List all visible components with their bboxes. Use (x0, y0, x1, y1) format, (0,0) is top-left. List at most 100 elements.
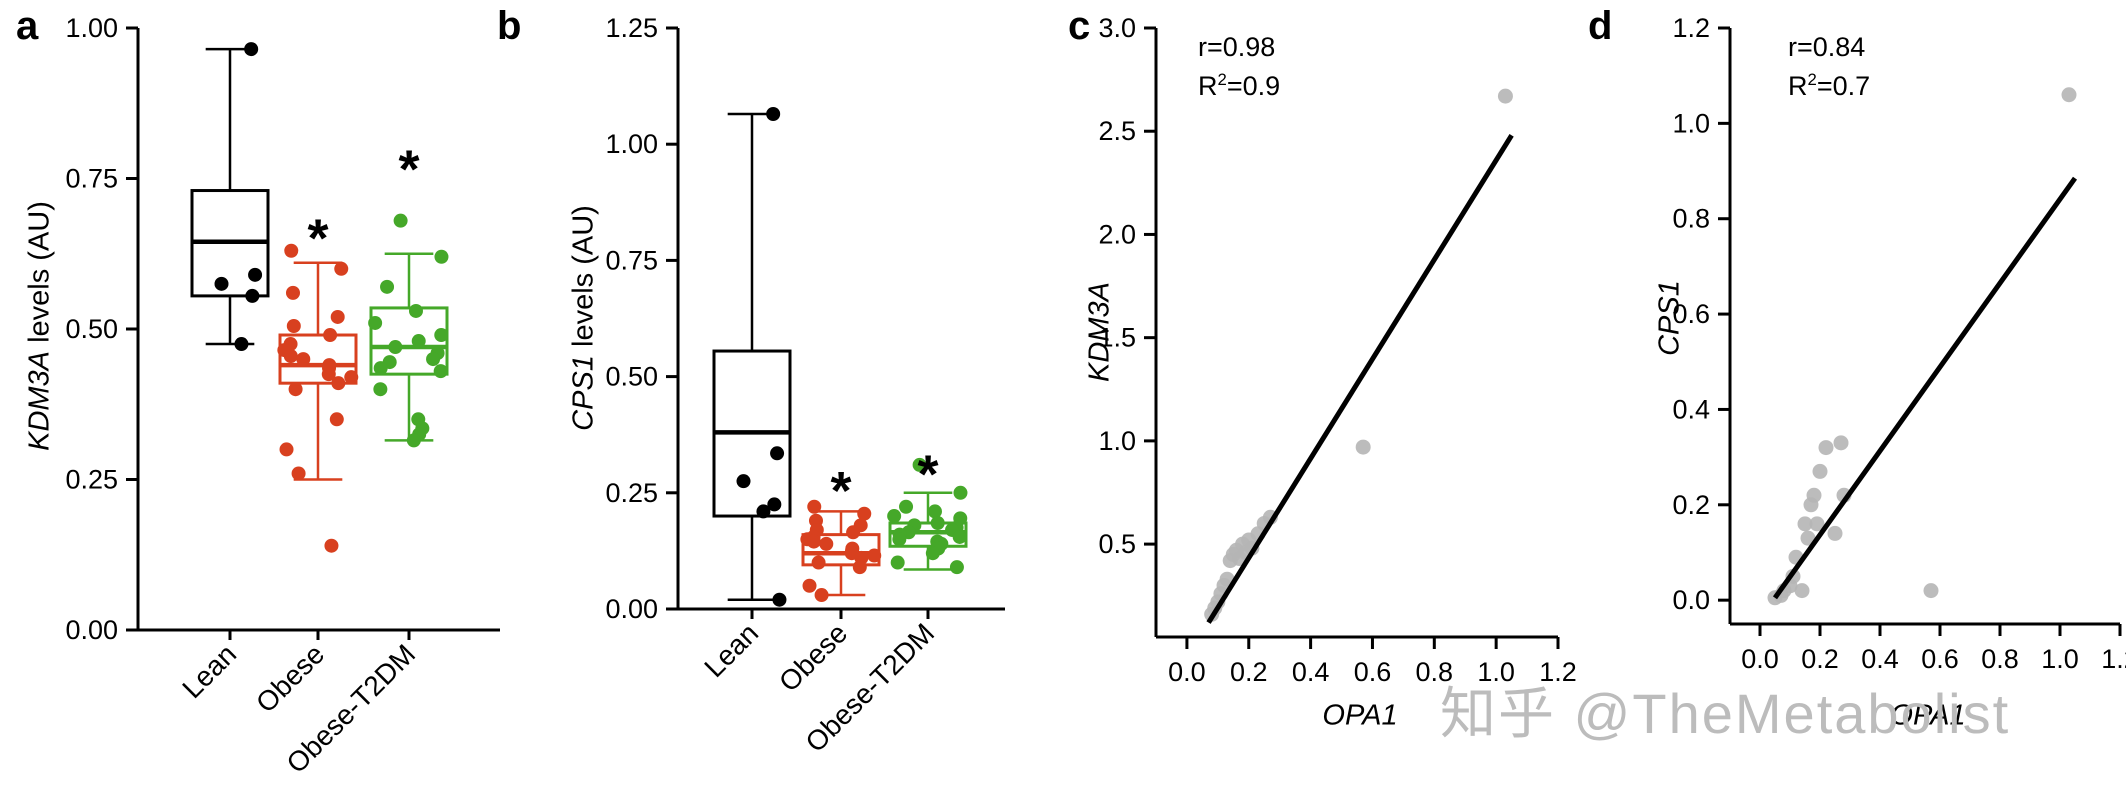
data-point (214, 276, 229, 291)
r-value: r=0.84 (1788, 32, 1866, 62)
gene-name-italic: KDM3A (23, 350, 56, 451)
data-point (286, 318, 301, 333)
x-tick-label: 0.2 (1801, 644, 1839, 674)
data-point (766, 106, 781, 121)
x-axis-label-opa1-c: OPA1 (1322, 700, 1397, 733)
x-tick-label: 0.0 (1741, 644, 1779, 674)
data-point (953, 485, 968, 500)
data-point (245, 288, 260, 303)
data-point (927, 504, 942, 519)
gene-name-italic: KDM3A (1083, 282, 1116, 382)
data-point (244, 42, 259, 57)
data-point (930, 516, 945, 531)
r-value: r=0.98 (1198, 32, 1276, 62)
x-tick-label: 0.8 (1416, 657, 1454, 687)
data-point (925, 546, 940, 561)
data-point (434, 328, 449, 343)
data-point (288, 382, 303, 397)
data-point (814, 588, 829, 603)
data-point (344, 370, 359, 385)
y-tick-label: 0.50 (65, 314, 118, 344)
data-point (1833, 435, 1849, 451)
category-label: Obese (773, 617, 853, 697)
data-point (890, 555, 905, 570)
y-tick-label: 0.8 (1672, 204, 1710, 234)
boxplot-panel-b: 0.000.250.500.751.001.25Lean*Obese*Obese… (605, 13, 1005, 758)
watermark: 知乎 @TheMetabolist (1440, 682, 2011, 745)
y-tick-label: 0.6 (1672, 299, 1710, 329)
data-point (388, 340, 403, 355)
data-point (1797, 516, 1813, 532)
data-point (2061, 87, 2077, 103)
data-point (1794, 583, 1810, 599)
data-point (1806, 487, 1822, 503)
data-point (296, 352, 311, 367)
data-point (1812, 463, 1828, 479)
panel-letter-b: b (497, 4, 522, 48)
scatter-panel-c: 0.5 1.0 1.5 2.0 2.5 3.0 0.0 0.2 0.4 0.6 0.8 1.0 1.2 (1098, 13, 1576, 687)
r-squared-value: R2=0.7 (1788, 70, 1871, 102)
x-tick-label: 0.6 (1921, 644, 1959, 674)
data-point (393, 213, 408, 228)
data-point (1800, 530, 1816, 546)
x-tick-label: 1.2 (1539, 657, 1577, 687)
y-tick-label: 1.0 (1672, 108, 1710, 138)
scatter-panel-d: 0.0 0.2 0.4 0.6 0.8 1.0 1.2 0.0 0.2 0.4 0.6 0.8 1.0 1… (1672, 13, 2126, 674)
y-tick-label: 1.00 (605, 129, 658, 159)
y-tick-label: 0.75 (65, 164, 118, 194)
y-axis-label-kdm3a-levels: KDM3A levels (AU) (24, 201, 57, 451)
data-point (1827, 525, 1843, 541)
data-point (867, 548, 882, 563)
data-point (846, 525, 861, 540)
data-point (426, 352, 441, 367)
y-tick-label: 0.00 (605, 594, 658, 624)
data-point (279, 442, 294, 457)
category-label: Lean (176, 638, 242, 704)
data-point (852, 560, 867, 575)
data-point (857, 506, 872, 521)
panel-letter-a: a (16, 4, 39, 48)
data-point (952, 529, 967, 544)
data-point (323, 328, 338, 343)
data-point (819, 536, 834, 551)
y-tick-label: 2.0 (1098, 219, 1136, 249)
y-tick-label: 0.75 (605, 245, 658, 275)
data-point (330, 309, 345, 324)
data-point (291, 466, 306, 481)
data-point (334, 261, 349, 276)
data-point (806, 534, 821, 549)
boxplot-panel-a: 0.000.250.500.751.00Lean*Obese*Obese-T2D… (65, 13, 500, 779)
y-tick-label: 0.2 (1672, 490, 1710, 520)
y-axis-label-rest: levels (AU) (567, 205, 600, 356)
y-tick-label: 2.5 (1098, 116, 1136, 146)
data-point (434, 249, 449, 264)
panel-letter-d: d (1588, 4, 1613, 48)
y-tick-label: 0.4 (1672, 394, 1710, 424)
data-point (1818, 440, 1834, 456)
data-point (887, 509, 902, 524)
data-point (949, 560, 964, 575)
data-point (329, 412, 344, 427)
y-tick-label: 1.2 (1672, 13, 1710, 43)
data-point (248, 267, 263, 282)
y-tick-label: 3.0 (1098, 13, 1136, 43)
gene-name-italic: CPS1 (1653, 280, 1686, 356)
y-tick-label: 0.25 (605, 478, 658, 508)
y-tick-label: 1.25 (605, 13, 658, 43)
data-point (368, 315, 383, 330)
significance-star: * (307, 209, 328, 269)
data-point (406, 433, 421, 448)
data-point (1809, 516, 1825, 532)
r-squared-value: R2=0.9 (1198, 70, 1281, 102)
y-axis-label-rest: levels (AU) (23, 201, 56, 351)
y-axis-label-cps1-levels: CPS1 levels (AU) (568, 205, 601, 431)
data-point (324, 538, 339, 553)
data-point (234, 337, 249, 352)
category-label: Obese (250, 638, 330, 718)
data-point (380, 279, 395, 294)
data-point (736, 474, 751, 489)
x-tick-label: 1.0 (2041, 644, 2079, 674)
data-point (756, 504, 771, 519)
y-tick-label: 0.25 (65, 465, 118, 495)
